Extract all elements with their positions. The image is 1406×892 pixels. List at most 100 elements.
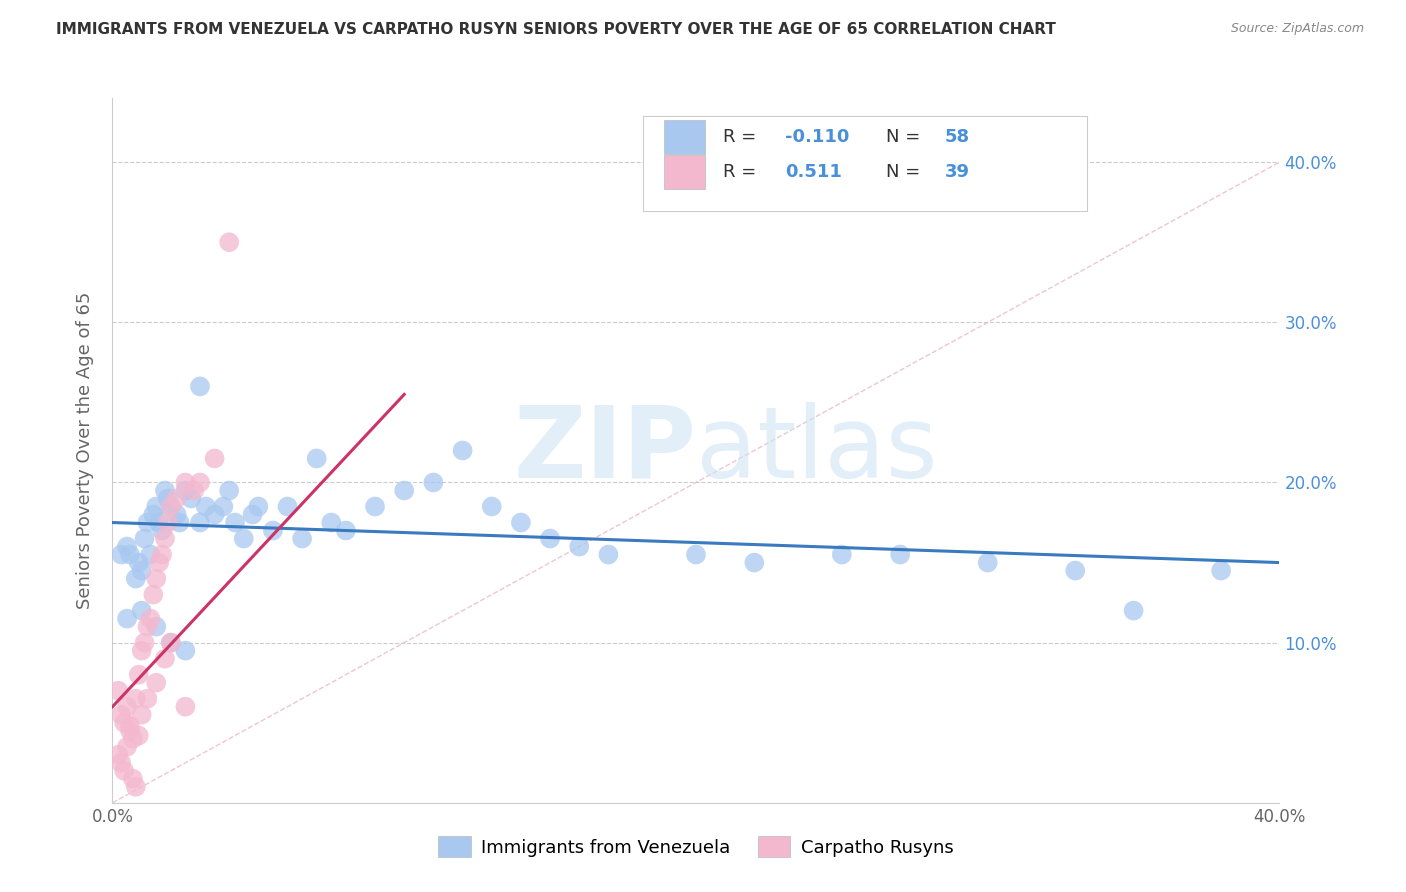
Point bbox=[188, 516, 211, 530]
Point bbox=[194, 500, 217, 514]
Point bbox=[174, 483, 197, 498]
Point bbox=[180, 491, 202, 506]
Point bbox=[156, 491, 179, 506]
Point bbox=[232, 532, 254, 546]
Y-axis label: Seniors Poverty Over the Age of 65: Seniors Poverty Over the Age of 65 bbox=[76, 292, 94, 609]
Point bbox=[128, 667, 150, 681]
Point bbox=[335, 524, 357, 538]
Point bbox=[118, 723, 141, 738]
Point bbox=[212, 500, 235, 514]
Text: R =: R = bbox=[723, 163, 762, 181]
Point bbox=[142, 508, 165, 522]
Point bbox=[481, 500, 503, 514]
Point bbox=[148, 556, 170, 570]
Text: 39: 39 bbox=[945, 163, 970, 181]
Point bbox=[166, 491, 188, 506]
Text: N =: N = bbox=[886, 163, 927, 181]
Point bbox=[153, 651, 176, 665]
Point bbox=[204, 451, 226, 466]
Text: N =: N = bbox=[886, 128, 927, 146]
Point bbox=[125, 572, 148, 586]
Text: IMMIGRANTS FROM VENEZUELA VS CARPATHO RUSYN SENIORS POVERTY OVER THE AGE OF 65 C: IMMIGRANTS FROM VENEZUELA VS CARPATHO RU… bbox=[56, 22, 1056, 37]
Point bbox=[139, 548, 162, 562]
Point bbox=[242, 508, 264, 522]
Point bbox=[122, 731, 145, 746]
Point bbox=[134, 635, 156, 649]
Point bbox=[568, 540, 591, 554]
Point bbox=[156, 516, 179, 530]
Point bbox=[136, 619, 159, 633]
Point bbox=[118, 548, 141, 562]
Point bbox=[1209, 564, 1232, 578]
Point bbox=[131, 604, 153, 618]
Point bbox=[218, 483, 240, 498]
Point bbox=[125, 691, 148, 706]
FancyBboxPatch shape bbox=[644, 116, 1087, 211]
Point bbox=[188, 379, 211, 393]
Point bbox=[831, 548, 853, 562]
Point bbox=[142, 588, 165, 602]
Point bbox=[150, 524, 173, 538]
Point bbox=[247, 500, 270, 514]
Text: -0.110: -0.110 bbox=[785, 128, 849, 146]
Point bbox=[422, 475, 444, 490]
Point bbox=[115, 540, 138, 554]
Point bbox=[364, 500, 387, 514]
Point bbox=[131, 707, 153, 722]
Point bbox=[153, 532, 176, 546]
Legend: Immigrants from Venezuela, Carpatho Rusyns: Immigrants from Venezuela, Carpatho Rusy… bbox=[430, 829, 962, 864]
Point bbox=[150, 548, 173, 562]
Point bbox=[145, 572, 167, 586]
Point bbox=[1064, 564, 1087, 578]
Point bbox=[188, 475, 211, 490]
Point bbox=[224, 516, 246, 530]
Text: 0.511: 0.511 bbox=[785, 163, 842, 181]
Point bbox=[145, 619, 167, 633]
Point bbox=[131, 564, 153, 578]
Point bbox=[128, 729, 150, 743]
Point bbox=[139, 612, 162, 626]
Point bbox=[131, 643, 153, 657]
Point bbox=[1122, 604, 1144, 618]
Point bbox=[204, 508, 226, 522]
Point bbox=[148, 516, 170, 530]
Point bbox=[115, 739, 138, 754]
Point bbox=[110, 548, 132, 562]
Point bbox=[166, 508, 188, 522]
Point bbox=[115, 699, 138, 714]
Point bbox=[305, 451, 328, 466]
Point bbox=[115, 612, 138, 626]
Point bbox=[107, 683, 129, 698]
Point bbox=[262, 524, 284, 538]
Point bbox=[125, 780, 148, 794]
Point bbox=[122, 772, 145, 786]
Point bbox=[110, 756, 132, 770]
Point bbox=[160, 500, 183, 514]
Point bbox=[160, 635, 183, 649]
Point bbox=[742, 556, 765, 570]
Point bbox=[153, 483, 176, 498]
Point bbox=[976, 556, 998, 570]
Point bbox=[598, 548, 620, 562]
Point bbox=[394, 483, 416, 498]
Point bbox=[218, 235, 240, 250]
Point bbox=[145, 675, 167, 690]
FancyBboxPatch shape bbox=[665, 155, 706, 189]
Point bbox=[321, 516, 343, 530]
Text: atlas: atlas bbox=[696, 402, 938, 499]
Point bbox=[451, 443, 474, 458]
Point bbox=[509, 516, 531, 530]
Point bbox=[169, 516, 191, 530]
Text: ZIP: ZIP bbox=[513, 402, 696, 499]
Text: R =: R = bbox=[723, 128, 762, 146]
Point bbox=[291, 532, 314, 546]
FancyBboxPatch shape bbox=[665, 120, 706, 153]
Point bbox=[276, 500, 298, 514]
Point bbox=[107, 747, 129, 762]
Point bbox=[174, 643, 197, 657]
Point bbox=[136, 516, 159, 530]
Point bbox=[128, 556, 150, 570]
Point bbox=[160, 500, 183, 514]
Point bbox=[110, 707, 132, 722]
Point bbox=[538, 532, 561, 546]
